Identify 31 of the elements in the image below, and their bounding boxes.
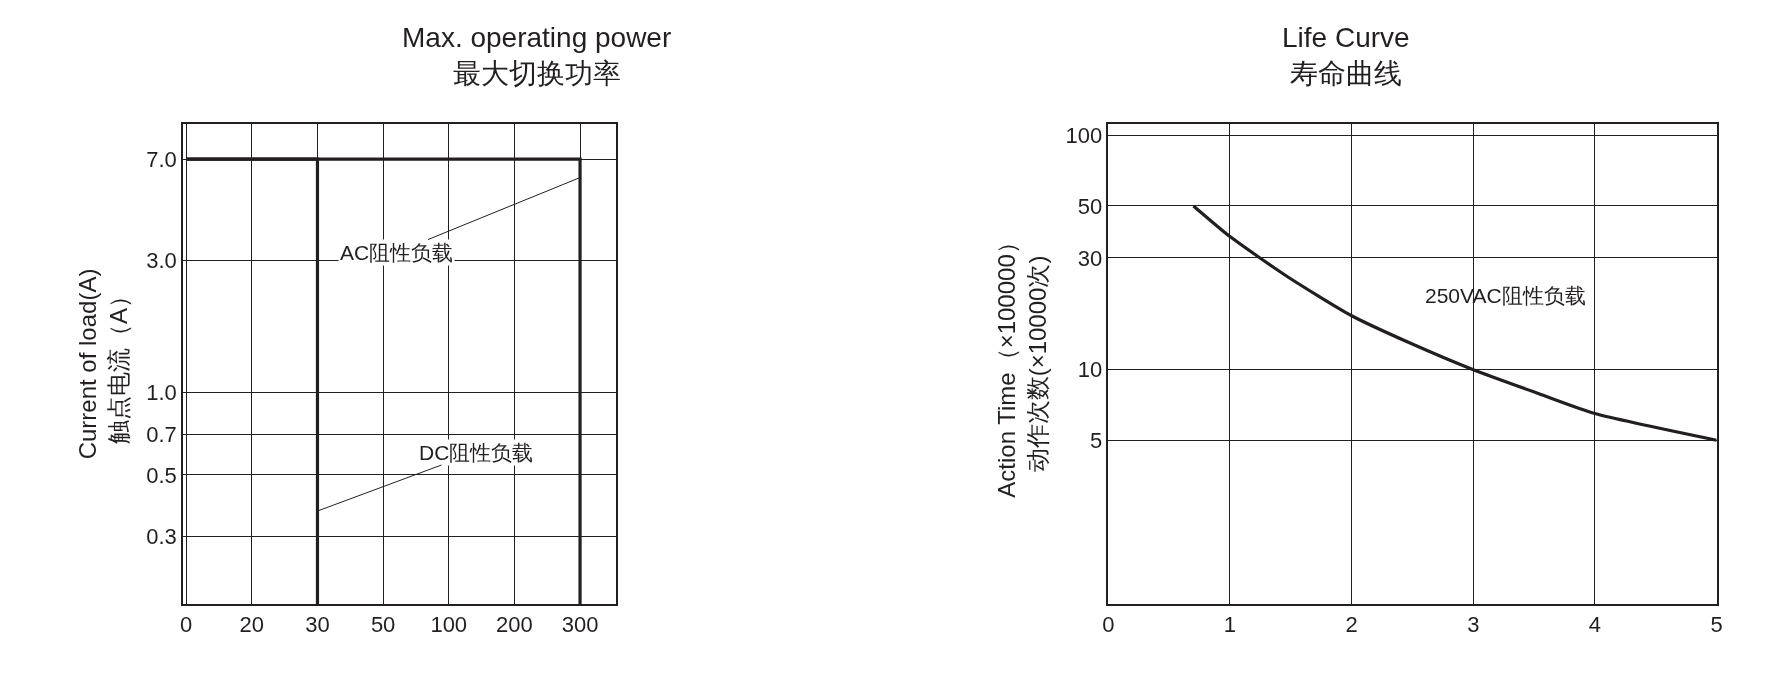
y-tick-label: 0.3 (146, 523, 177, 549)
x-tick-label: 50 (370, 612, 396, 638)
chart-title: Life Curve 寿命曲线 (1282, 22, 1410, 90)
y-axis-title: Current of load(A) 触点电流（A） (73, 268, 132, 460)
annotation: AC阻性负载 (340, 241, 454, 264)
chart-title: Max. operating power 最大切换功率 (402, 22, 672, 90)
y-tick-label: 30 (1077, 245, 1103, 271)
x-tick-label: 100 (430, 612, 468, 638)
x-tick-label: 30 (305, 612, 330, 638)
x-tick-label: 300 (561, 612, 599, 638)
text: 动作次数(×10000次) (1024, 255, 1052, 473)
annotation: DC阻性负载 (419, 441, 534, 464)
y-tick-label: 0.5 (146, 462, 177, 488)
text: Action Time（×100000） (992, 230, 1020, 498)
y-tick-label: 1.0 (146, 379, 177, 405)
x-tick-label: 200 (496, 612, 533, 638)
x-tick-label: 20 (239, 612, 265, 638)
x-tick-label: 2 (1345, 612, 1358, 638)
x-tick-label: 3 (1467, 612, 1480, 638)
y-tick-label: 7.0 (146, 146, 177, 172)
y-tick-label: 5 (1089, 427, 1103, 453)
y-tick-label: 100 (1065, 123, 1103, 149)
x-tick-label: 0 (1102, 612, 1115, 638)
y-tick-label: 50 (1077, 193, 1103, 219)
x-tick-label: 0 (180, 612, 193, 638)
x-tick-label: 1 (1223, 612, 1237, 638)
x-tick-label: 4 (1588, 612, 1602, 638)
y-tick-label: 10 (1077, 357, 1103, 383)
x-tick-label: 5 (1710, 612, 1723, 638)
y-tick-label: 0.7 (146, 422, 177, 448)
y-tick-label: 3.0 (146, 248, 177, 274)
